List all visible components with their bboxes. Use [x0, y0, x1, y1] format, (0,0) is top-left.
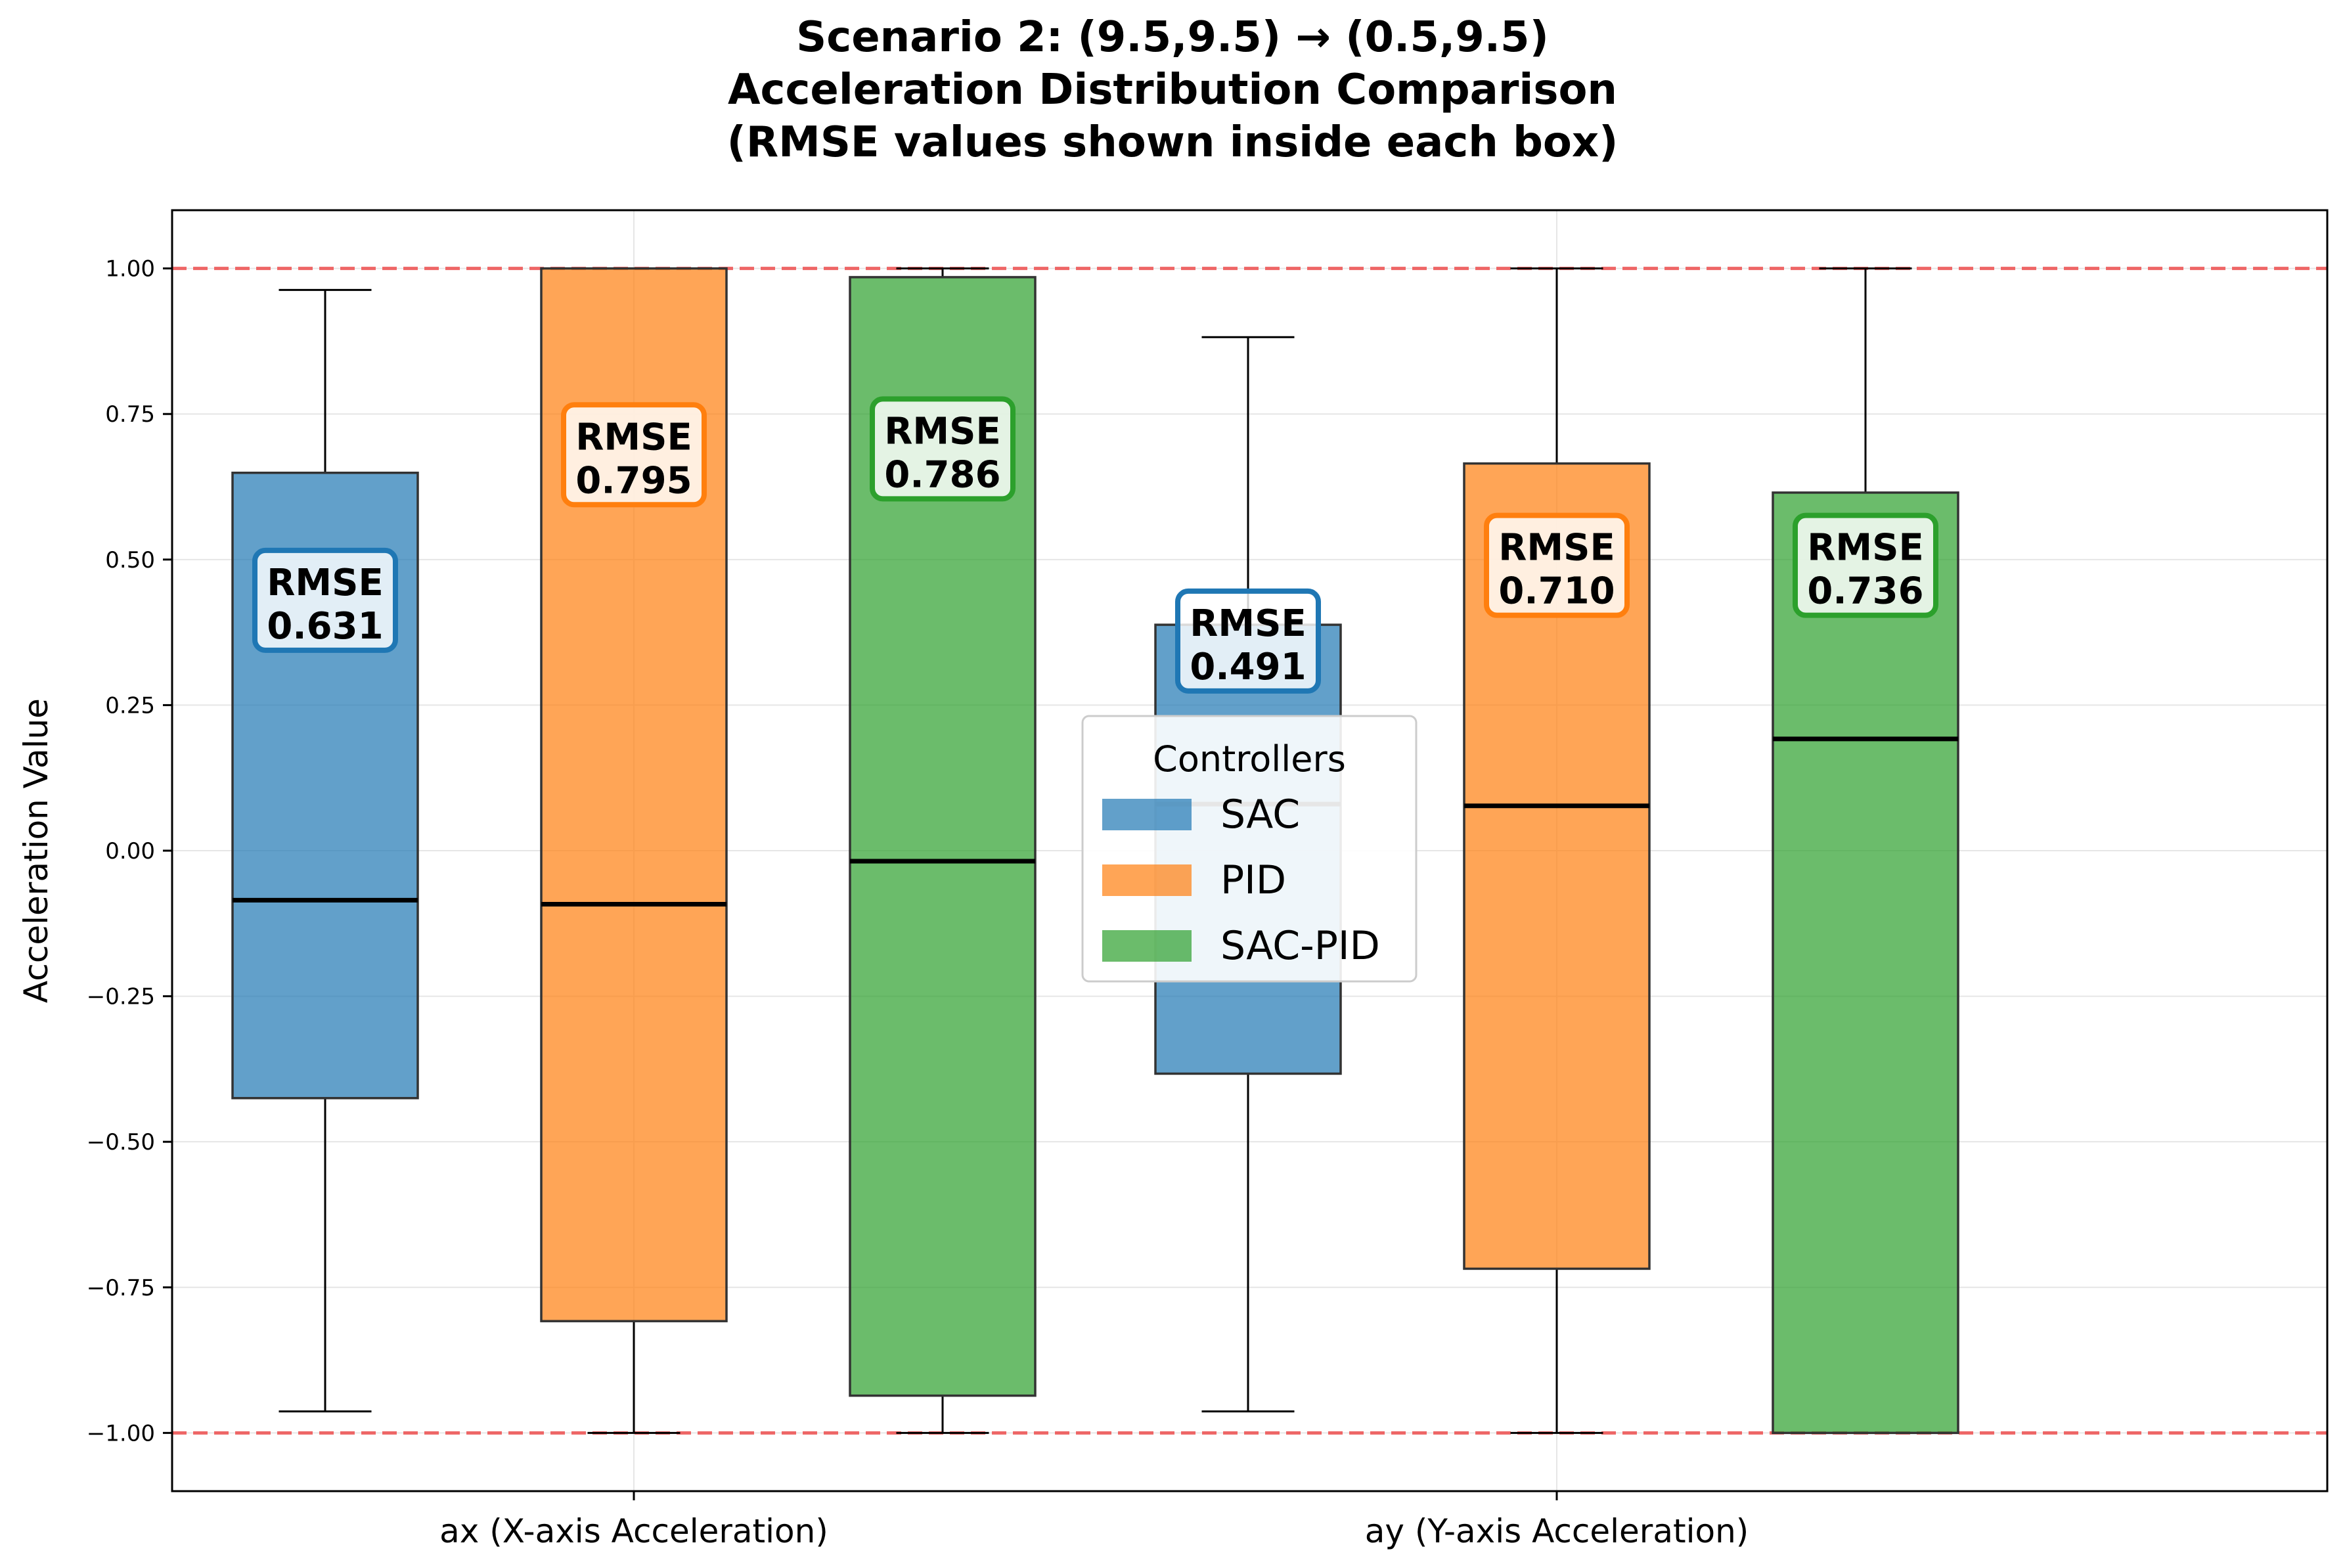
chart-title-line-2: Acceleration Distribution Comparison — [728, 66, 1617, 114]
box-body — [1772, 491, 1959, 1435]
rmse-label-prefix: RMSE — [267, 562, 383, 604]
rmse-label-box — [252, 547, 398, 653]
legend-entry-pid: PID — [1102, 857, 1286, 903]
y-axis-label: Acceleration Value — [17, 698, 55, 1003]
x-tick-label-0: ax (X-axis Acceleration) — [439, 1512, 828, 1550]
chart-title-line-3: (RMSE values shown inside each box) — [727, 118, 1619, 167]
legend: Controllers SAC PID SAC-PID — [1081, 715, 1418, 983]
y-tick-label-0: −1.00 — [87, 1420, 155, 1446]
rmse-label-box — [561, 402, 707, 508]
y-tick-label-1: −0.75 — [87, 1275, 155, 1301]
y-tick-label-2: −0.50 — [87, 1129, 155, 1155]
rmse-label-value: 0.795 — [575, 459, 692, 502]
rmse-label-prefix: RMSE — [1807, 527, 1923, 570]
rmse-label-value: 0.631 — [267, 605, 383, 648]
box-sac-0 — [231, 288, 419, 1413]
legend-swatch — [1102, 930, 1192, 962]
x-axis-ticks: ax (X-axis Acceleration) ay (Y-axis Accel… — [439, 1491, 1749, 1550]
rmse-label-value: 0.710 — [1498, 570, 1615, 613]
x-tick-label-1: ay (Y-axis Acceleration) — [1365, 1512, 1749, 1550]
y-tick-label-3: −0.25 — [87, 984, 155, 1010]
legend-label: PID — [1220, 857, 1286, 903]
rmse-label-prefix: RMSE — [1498, 527, 1615, 570]
chart-title-line-1: Scenario 2: (9.5,9.5) → (0.5,9.5) — [796, 13, 1549, 62]
rmse-label-prefix: RMSE — [575, 416, 692, 459]
rmse-label-prefix: RMSE — [1190, 602, 1306, 645]
y-tick-label-7: 0.75 — [105, 401, 155, 428]
legend-entry-sac: SAC — [1102, 792, 1300, 838]
legend-title: Controllers — [1153, 738, 1346, 780]
rmse-label-value: 0.736 — [1807, 570, 1923, 613]
y-axis-ticks: −1.00 −0.75 −0.50 −0.25 0.00 0.25 0.50 0.75 1.00 — [87, 256, 172, 1446]
y-tick-label-4: 0.00 — [105, 838, 155, 864]
y-tick-label-5: 0.25 — [105, 692, 155, 719]
legend-label: SAC — [1220, 792, 1300, 838]
legend-frame — [1081, 715, 1418, 983]
y-tick-label-6: 0.50 — [105, 547, 155, 573]
legend-swatch — [1102, 864, 1192, 896]
legend-label: SAC-PID — [1220, 923, 1380, 969]
rmse-label-prefix: RMSE — [884, 410, 1000, 453]
y-tick-label-8: 1.00 — [105, 256, 155, 282]
rmse-label-value: 0.491 — [1190, 646, 1306, 688]
chart-title: Scenario 2: (9.5,9.5) → (0.5,9.5) Accele… — [727, 13, 1619, 167]
rmse-label-box — [870, 396, 1016, 502]
box-pid-1 — [1463, 267, 1651, 1434]
reference-lines — [172, 267, 2327, 1435]
rmse-label-value: 0.786 — [884, 453, 1000, 496]
rmse-label-box — [1793, 512, 1938, 618]
legend-entry-sac-pid: SAC-PID — [1102, 923, 1380, 969]
legend-swatch — [1102, 799, 1192, 830]
box-sac-pid-1 — [1772, 267, 1959, 1435]
rmse-label-box — [1175, 588, 1321, 694]
rmse-label-box — [1484, 512, 1630, 618]
